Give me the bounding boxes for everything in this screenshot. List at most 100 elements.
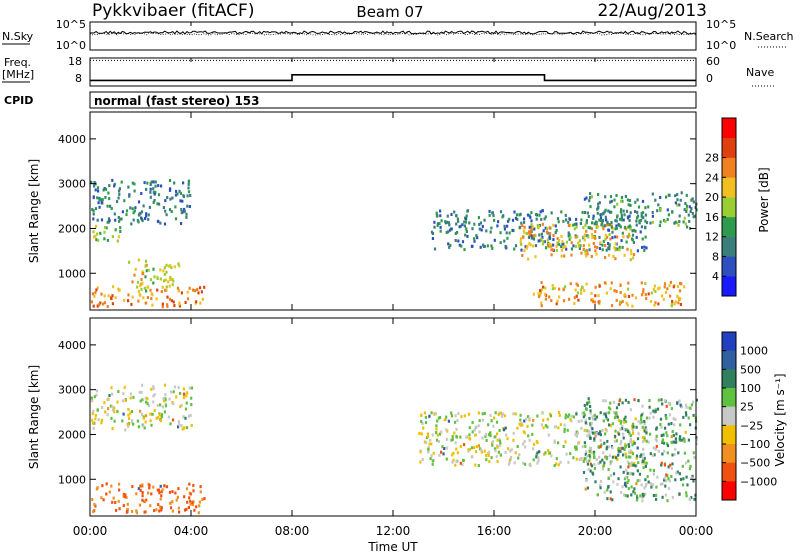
power-echo-cell xyxy=(94,207,98,211)
freq-top-tick: 18 xyxy=(68,55,82,68)
velocity-echo-cell xyxy=(143,510,146,514)
velocity-echo-cell xyxy=(640,417,643,421)
velocity-echo-cell xyxy=(670,440,673,444)
velocity-echo-cell xyxy=(608,411,611,415)
power-echo-cell xyxy=(96,186,100,190)
power-echo-cell xyxy=(577,241,580,245)
velocity-echo-cell xyxy=(617,446,620,450)
x-tick-label: 20:00 xyxy=(578,524,613,538)
power-echo-cell xyxy=(503,227,506,231)
velocity-echo-cell xyxy=(201,497,204,501)
power-echo-cell xyxy=(111,178,114,182)
power-echo-cell xyxy=(555,245,558,249)
velocity-echo-cell xyxy=(521,423,524,427)
power-echo-cell xyxy=(568,217,572,221)
velocity-echo-cell xyxy=(130,410,134,413)
power-echo-cell xyxy=(688,205,691,209)
velocity-echo-cell xyxy=(598,455,601,459)
velocity-echo-cell xyxy=(582,415,585,419)
power-echo-cell xyxy=(544,292,547,296)
velocity-echo-cell xyxy=(149,412,152,416)
nsearch-label: N.Search xyxy=(744,30,794,43)
power-echo-cell xyxy=(659,207,662,211)
velocity-echo-cell xyxy=(158,491,161,495)
power-echo-cell xyxy=(506,236,509,240)
velocity-echo-cell xyxy=(594,434,597,438)
power-echo-cell xyxy=(93,294,96,298)
power-echo-cell xyxy=(508,231,511,235)
power-echo-cell xyxy=(534,213,538,216)
power-echo-cell xyxy=(185,215,188,219)
velocity-echo-cell xyxy=(191,503,194,507)
velocity-echo-cell xyxy=(613,410,616,414)
velocity-echo-cell xyxy=(131,485,134,489)
freq-unit-label: [MHz] xyxy=(2,68,34,81)
velocity-echo-cell xyxy=(122,494,125,498)
power-echo-cell xyxy=(178,264,181,268)
power-echo-cell xyxy=(165,270,168,274)
velocity-echo-cell xyxy=(585,407,588,411)
power-echo-cell xyxy=(479,221,482,225)
velocity-echo-cell xyxy=(159,505,162,509)
power-echo-cell xyxy=(119,226,122,230)
power-echo-cell xyxy=(602,227,605,231)
velocity-echo-cell xyxy=(540,423,543,427)
velocity-echo-cell xyxy=(621,424,624,428)
velocity-echo-cell xyxy=(536,451,539,455)
velocity-echo-cell xyxy=(636,479,639,483)
power-echo-cell xyxy=(570,247,573,251)
power-echo-cell xyxy=(583,238,586,242)
power-echo-cell xyxy=(137,213,141,217)
power-echo-cell xyxy=(145,289,148,293)
velocity-echo-cell xyxy=(649,432,652,436)
power-echo-cell xyxy=(683,216,686,220)
velocity-echo-cell xyxy=(122,492,125,496)
velocity-echo-cell xyxy=(490,456,493,460)
power-echo-cell xyxy=(525,232,528,235)
power-echo-cell xyxy=(103,237,106,241)
velocity-echo-cell xyxy=(422,426,425,430)
velocity-echo-cell xyxy=(453,431,456,435)
velocity-echo-cell xyxy=(652,446,655,450)
power-echo-cell xyxy=(533,227,536,231)
power-echo-cell xyxy=(527,257,530,261)
velocity-echo-cell xyxy=(185,394,188,398)
power-echo-cell xyxy=(195,300,198,304)
velocity-echo-cell xyxy=(635,494,639,498)
velocity-echo-cell xyxy=(95,487,98,491)
nsearch-bottom-tick: 10^0 xyxy=(706,39,736,52)
power-echo-cell xyxy=(92,209,95,213)
velocity-echo-cell xyxy=(549,412,552,416)
velocity-echo-cell xyxy=(590,421,593,425)
velocity-echo-cell xyxy=(611,422,614,426)
velocity-echo-cell xyxy=(462,458,465,462)
velocity-echo-cell xyxy=(605,429,608,433)
power-echo-cell xyxy=(651,211,654,214)
power-echo-cell xyxy=(471,227,474,231)
power-echo-cell xyxy=(137,258,140,262)
velocity-echo-cell xyxy=(644,492,647,496)
velocity-echo-cell xyxy=(190,424,193,427)
velocity-echo-cell xyxy=(528,438,531,442)
power-echo-cell xyxy=(584,211,587,214)
velocity-echo-cell xyxy=(124,428,127,432)
power-echo-cell xyxy=(614,242,617,246)
velocity-echo-cell xyxy=(455,460,458,464)
velocity-echo-cell xyxy=(129,396,132,400)
power-echo-cell xyxy=(540,237,543,241)
power-echo-cell xyxy=(641,237,644,241)
velocity-echo-cell xyxy=(674,418,677,421)
velocity-echo-cell xyxy=(516,445,519,448)
power-echo-cell xyxy=(147,213,150,217)
power-echo-cell xyxy=(529,229,532,233)
power-echo-cell xyxy=(511,218,515,222)
velocity-echo-cell xyxy=(605,447,608,451)
velocity-echo-cell xyxy=(612,480,615,484)
power-echo-cell xyxy=(516,217,519,221)
power-echo-cell xyxy=(579,288,583,292)
power-echo-cell xyxy=(95,238,98,242)
velocity-echo-cell xyxy=(649,468,652,472)
velocity-echo-cell xyxy=(625,468,628,472)
velocity-echo-cell xyxy=(614,416,617,420)
velocity-echo-cell xyxy=(111,405,114,408)
